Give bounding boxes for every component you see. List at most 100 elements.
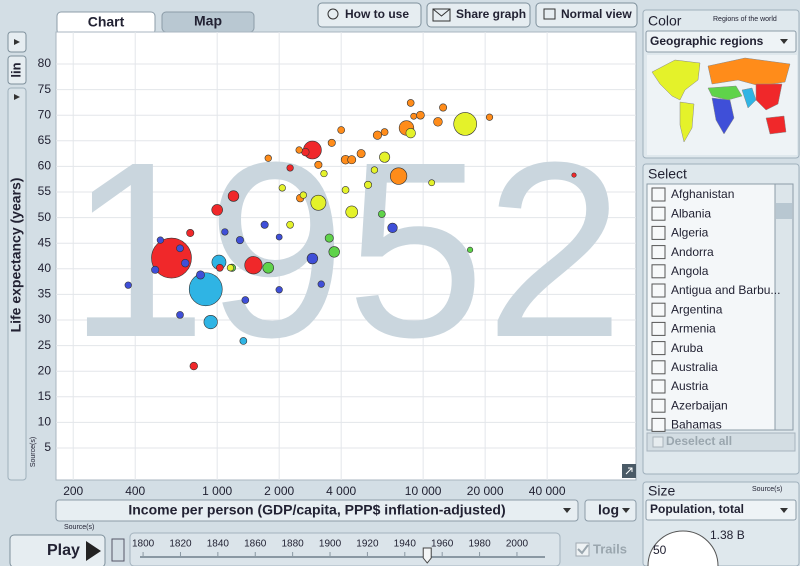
button-label[interactable]: How to use <box>345 7 409 21</box>
country-name[interactable]: Armenia <box>671 322 716 336</box>
bubble <box>156 236 164 244</box>
size-max-label: 1.38 B <box>710 528 745 542</box>
country-checkbox[interactable] <box>651 225 666 240</box>
country-name[interactable]: Australia <box>671 360 718 374</box>
y-axis-label[interactable]: Life expectancy (years) <box>8 178 24 333</box>
timeline-handle[interactable] <box>422 547 432 564</box>
button-label[interactable]: Share graph <box>456 7 526 21</box>
y-tick-label: 50 <box>38 210 52 224</box>
country-checkbox[interactable] <box>651 283 666 298</box>
share-button[interactable] <box>426 2 531 28</box>
deselect-label[interactable]: Deselect all <box>666 434 732 448</box>
bubble <box>405 127 416 139</box>
country-checkbox[interactable] <box>651 206 666 221</box>
bubble <box>389 167 408 185</box>
country-name[interactable]: Afghanistan <box>671 187 734 201</box>
y-tick-label: 55 <box>38 184 52 198</box>
x-tick-label: 2 000 <box>264 484 294 498</box>
country-list <box>646 183 776 431</box>
country-checkbox[interactable] <box>651 245 666 260</box>
country-name[interactable]: Argentina <box>671 302 723 316</box>
how-to-use-button[interactable] <box>317 2 422 28</box>
mail-icon <box>432 8 451 22</box>
bubble <box>337 126 345 134</box>
source-link[interactable]: Source(s) <box>30 437 37 467</box>
country-checkbox[interactable] <box>651 341 666 356</box>
bubble <box>364 180 373 189</box>
map-mena <box>707 85 743 101</box>
bubble <box>345 205 359 219</box>
y-tick-label: 40 <box>38 261 52 275</box>
country-name[interactable]: Angola <box>671 264 709 278</box>
x-axis-label[interactable]: Income per person (GDP/capita, PPP$ infl… <box>128 502 505 518</box>
y-scale-label[interactable]: lin <box>8 62 23 77</box>
country-name[interactable]: Andorra <box>671 245 714 259</box>
country-checkbox[interactable] <box>651 360 666 375</box>
bubble <box>227 190 240 202</box>
y-scale-toggle[interactable] <box>7 55 27 85</box>
y-tick-label: 60 <box>38 159 52 173</box>
scrollbar[interactable] <box>774 183 794 431</box>
map-africa <box>711 97 735 135</box>
country-name[interactable]: Aruba <box>671 341 703 355</box>
country-name[interactable]: Austria <box>671 379 709 393</box>
source-link[interactable]: Source(s) <box>64 524 94 531</box>
button-label[interactable]: Normal view <box>561 7 632 21</box>
bubble <box>264 154 272 162</box>
dropdown-label[interactable]: Population, total <box>650 502 744 516</box>
bubble <box>151 265 160 274</box>
country-name[interactable]: Algeria <box>671 226 709 240</box>
bubble <box>211 204 223 216</box>
country-checkbox[interactable] <box>651 264 666 279</box>
tab-label[interactable]: Map <box>194 13 222 29</box>
speed-control[interactable] <box>111 538 125 562</box>
x-tick-label: 1 000 <box>202 484 232 498</box>
country-checkbox[interactable] <box>651 187 666 202</box>
country-name[interactable]: Antigua and Barbu... <box>671 283 780 297</box>
timeline-tick-label: 1840 <box>207 539 230 550</box>
bubble <box>372 130 383 140</box>
country-name[interactable]: Albania <box>671 206 711 220</box>
color-dropdown[interactable] <box>645 30 797 53</box>
country-checkbox[interactable] <box>651 321 666 336</box>
bubble <box>571 172 577 178</box>
bubble <box>188 272 223 307</box>
scroll-thumb[interactable] <box>776 203 792 219</box>
country-checkbox[interactable] <box>651 398 666 413</box>
bubble <box>262 262 275 274</box>
timeline-tick-label: 1980 <box>468 539 491 550</box>
tab-label[interactable]: Chart <box>88 14 125 30</box>
bubble <box>387 222 398 233</box>
dropdown-label[interactable]: Geographic regions <box>650 34 764 48</box>
country-name[interactable]: Bahamas <box>671 418 722 432</box>
normal-view-button[interactable] <box>535 2 638 28</box>
bubble <box>327 138 336 147</box>
arrow <box>14 94 20 100</box>
timeline-tick-label: 1920 <box>356 539 379 550</box>
bubble <box>241 296 250 304</box>
country-checkbox[interactable] <box>651 302 666 317</box>
play-button[interactable] <box>9 534 106 566</box>
panel-title: Color <box>648 13 682 29</box>
play-icon <box>86 541 101 561</box>
play-label[interactable]: Play <box>47 542 80 559</box>
timeline-tick-label: 2000 <box>506 539 529 550</box>
country-name[interactable]: Azerbaijan <box>671 398 728 412</box>
x-tick-label: 400 <box>125 484 145 498</box>
check-icon <box>577 544 589 555</box>
source-link[interactable]: Source(s) <box>752 486 782 493</box>
deselect-button[interactable] <box>646 432 796 452</box>
trails-checkbox[interactable] <box>575 542 590 557</box>
x-indicator-dropdown[interactable] <box>55 499 579 522</box>
bubble <box>324 233 334 243</box>
size-dropdown[interactable] <box>645 499 797 521</box>
y-label-box[interactable] <box>7 87 27 481</box>
country-checkbox[interactable] <box>651 417 666 432</box>
x-scale-label[interactable]: log <box>598 502 619 518</box>
timeline-tick-label: 1940 <box>394 539 417 550</box>
trails-label[interactable]: Trails <box>593 541 627 556</box>
x-scale-dropdown[interactable] <box>584 499 637 522</box>
country-checkbox[interactable] <box>651 379 666 394</box>
bubble <box>196 270 205 280</box>
arrow <box>780 508 788 513</box>
